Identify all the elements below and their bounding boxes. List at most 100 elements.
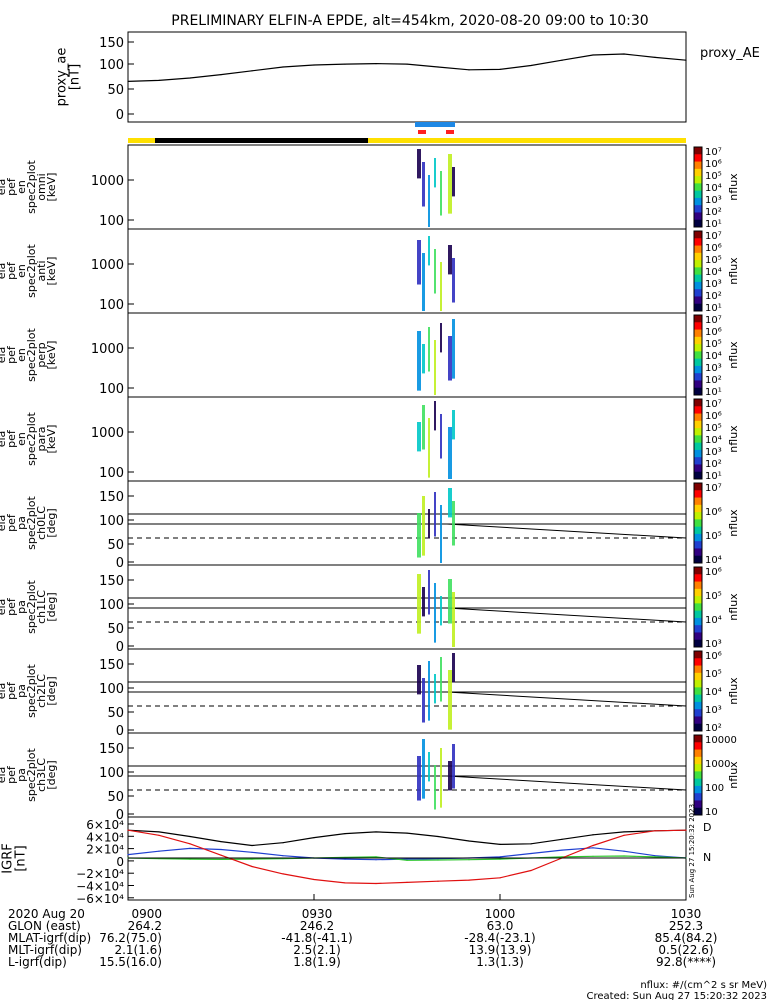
spectrogram-stripe-omni (452, 167, 455, 197)
ytick-label-igrf: −4×10⁴ (76, 880, 124, 894)
ylabel-anti: anti (35, 260, 48, 281)
spectrogram-stripe-anti (422, 253, 425, 311)
series-point-igrf-3 (468, 879, 470, 881)
colorbar-tick-anti: 10² (705, 291, 722, 302)
ytick-label-ch0LC: 50 (107, 538, 124, 553)
series-point-igrf-2 (654, 856, 656, 858)
ylabel-omni: omni (35, 173, 48, 200)
ytick-label-para: 1000 (91, 426, 124, 441)
colorbar-tick-para: 10³ (705, 447, 722, 458)
series-point-igrf-1 (251, 851, 253, 853)
series-point-igrf-2 (499, 858, 501, 860)
spectrogram-stripe-ch0LC (440, 505, 442, 563)
footer-row-value: 0930 (302, 907, 333, 921)
colorbar-frame-perp (693, 314, 703, 396)
ylabel-ch1LC: pa (15, 600, 28, 614)
spectrogram-stripe-perp (428, 327, 430, 372)
spectrogram-stripe-ch2LC (422, 678, 425, 723)
series-point-igrf-3 (499, 877, 501, 879)
fast-survey-bar (415, 122, 455, 127)
spectrogram-stripe-ch1LC (448, 579, 452, 624)
series-point-igrf-3 (313, 878, 315, 881)
colorbar-frame-ch2LC (693, 650, 703, 732)
colorbar-tick-para: 10⁴ (705, 435, 722, 446)
ytick-label-anti: 100 (99, 298, 124, 313)
colorbar-segment-ch1LC (694, 581, 702, 590)
spectrogram-stripe-ch1LC (417, 574, 421, 634)
spectrogram-stripe-omni (448, 154, 452, 214)
series-point-igrf-2 (406, 859, 408, 861)
ytick-label-ch2LC: 0 (116, 724, 124, 739)
series-point-igrf-3 (158, 834, 160, 836)
ytick-label-ch3LC: 0 (116, 808, 124, 823)
spectrogram-stripe-omni (434, 158, 436, 188)
spectrogram-stripe-perp (440, 323, 442, 353)
colorbar-segment-ch2LC (694, 694, 702, 703)
colorbar-tick-perp: 10¹ (705, 387, 722, 398)
ylabel-perp: en (15, 348, 28, 362)
series-point-igrf-2 (592, 855, 594, 857)
ylabel-ch0LC: ch0LC (35, 506, 48, 540)
colorbar-segment-ch2LC (694, 672, 702, 681)
ylabel-anti: en (15, 264, 28, 278)
colorbar-tick-perp: 10⁷ (705, 315, 722, 326)
series-line-igrf-3 (127, 829, 687, 885)
ytick-label-ch2LC: 150 (99, 658, 124, 673)
status-bar (128, 138, 686, 143)
colorbar-tick-ch3LC: 100 (705, 783, 724, 794)
science-zone-mark (418, 130, 426, 134)
ylabel-perp: perp (35, 342, 48, 367)
colorbar-tick-ch0LC: 10⁶ (705, 507, 722, 518)
series-point-proxy_ae-0 (251, 70, 253, 72)
created-stamp: Created: Sun Aug 27 15:20:32 2023 (587, 991, 767, 1000)
series-point-igrf-3 (344, 882, 346, 884)
spectrogram-stripe-ch3LC (452, 744, 455, 789)
colorbar-frame-anti (693, 230, 703, 312)
colorbar-segment-anti (694, 260, 702, 268)
ylabel-perp: spec2plot (25, 328, 38, 382)
series-point-igrf-0 (220, 840, 222, 843)
panel-frame-ch3LC (127, 732, 687, 818)
footer-row-value: 2.1(1.6) (114, 943, 162, 957)
panel-frame-proxy_ae (127, 31, 687, 123)
colorbar-tick-anti: 10⁵ (705, 255, 722, 266)
colorbar-segment-omni (694, 161, 702, 170)
colorbar-segment-ch1LC (694, 610, 702, 619)
colorbar-tick-ch1LC: 10³ (705, 639, 722, 650)
colorbar-tick-ch2LC: 10² (705, 723, 722, 734)
ytick-label-perp: 100 (99, 382, 124, 397)
colorbar-segment-ch3LC (694, 807, 702, 816)
series-point-igrf-0 (313, 837, 315, 839)
colorbar-segment-anti (694, 245, 702, 254)
colorbar-segment-ch2LC (694, 680, 702, 688)
footer-row-value: 264.2 (128, 919, 162, 933)
colorbar-tick-ch2LC: 10⁶ (705, 651, 722, 662)
colorbar-segment-ch0LC (694, 519, 702, 528)
colorbar-tick-omni: 10⁵ (705, 171, 722, 182)
spectrogram-stripe-omni (428, 175, 430, 227)
ytick-label-proxy_ae: 150 (99, 36, 124, 51)
ytick-label-ch1LC: 150 (99, 574, 124, 589)
ylabel-igrf: IGRF (1, 843, 16, 873)
spectrogram-stripe-ch3LC (422, 739, 425, 799)
colorbar-tick-omni: 10³ (705, 195, 722, 206)
colorbar-tick-anti: 10⁴ (705, 267, 722, 278)
colorbar-segment-perp (694, 315, 702, 323)
spectrogram-stripe-ch2LC (452, 653, 455, 683)
ytick-label-perp: 1000 (91, 342, 124, 357)
colorbar-tick-para: 10⁶ (705, 411, 722, 422)
colorbar-segment-omni (694, 176, 702, 184)
spectrogram-stripe-anti (440, 262, 442, 311)
series-point-igrf-0 (282, 842, 284, 844)
spectrogram-stripe-ch1LC (422, 587, 425, 617)
ytick-label-ch0LC: 150 (99, 490, 124, 505)
ytick-label-proxy_ae: 100 (99, 58, 124, 73)
spectrogram-stripe-ch0LC (417, 513, 421, 558)
ytick-label-omni: 100 (99, 214, 124, 229)
ylabel-ch1LC: spec2plot (25, 580, 38, 634)
colorbar-label-ch3LC: nflux (727, 761, 740, 789)
ytick-label-ch0LC: 0 (116, 556, 124, 571)
ylabel-ch2LC: pef (5, 681, 18, 700)
footer-row-value: 85.4(84.2) (655, 931, 718, 945)
ylabel-ch1LC: ch1LC (35, 590, 48, 624)
